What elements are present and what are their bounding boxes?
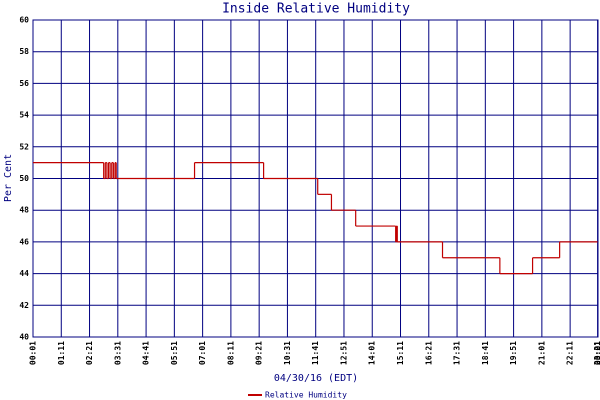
x-tick-label: 03:31 <box>113 341 122 365</box>
x-tick-label: 05:51 <box>170 341 179 365</box>
y-tick-label: 58 <box>19 47 29 56</box>
y-axis-label: Per Cent <box>3 154 14 202</box>
x-tick-label: 17:31 <box>453 341 462 365</box>
y-tick-label: 56 <box>19 79 29 88</box>
x-tick-label: 22:11 <box>566 341 575 365</box>
x-axis-label: 04/30/16 (EDT) <box>274 373 358 384</box>
x-tick-label: 12:51 <box>339 341 348 365</box>
legend-label: Relative Humidity <box>265 391 347 400</box>
x-tick-label: 07:01 <box>198 341 207 365</box>
chart-title: Inside Relative Humidity <box>222 2 410 17</box>
y-tick-label: 44 <box>19 269 29 278</box>
x-tick-label: 04:41 <box>142 341 151 365</box>
x-tick-label: 21:01 <box>537 341 546 365</box>
x-tick-label: 01:11 <box>57 341 66 365</box>
x-tick-label: 00:01 <box>594 341 600 365</box>
y-tick-label: 52 <box>19 142 29 151</box>
y-tick-label: 48 <box>19 206 29 215</box>
y-tick-label: 46 <box>19 237 29 246</box>
x-tick-label: 08:11 <box>226 341 235 365</box>
x-tick-label: 19:51 <box>509 341 518 365</box>
x-tick-label: 10:31 <box>283 341 292 365</box>
x-tick-label: 18:41 <box>481 341 490 365</box>
x-tick-label: 09:21 <box>255 341 264 365</box>
x-tick-label: 00:01 <box>29 341 38 365</box>
x-tick-label: 23:21 <box>593 341 600 365</box>
x-tick-label: 02:21 <box>85 341 94 365</box>
y-tick-label: 54 <box>19 111 29 120</box>
y-tick-label: 60 <box>19 16 29 25</box>
x-tick-label: 16:21 <box>424 341 433 365</box>
x-tick-label: 14:01 <box>368 341 377 365</box>
x-tick-label: 11:41 <box>311 341 320 365</box>
y-tick-label: 50 <box>19 174 29 183</box>
y-tick-label: 40 <box>19 333 29 342</box>
x-tick-label: 15:11 <box>396 341 405 365</box>
y-tick-label: 42 <box>19 301 29 310</box>
